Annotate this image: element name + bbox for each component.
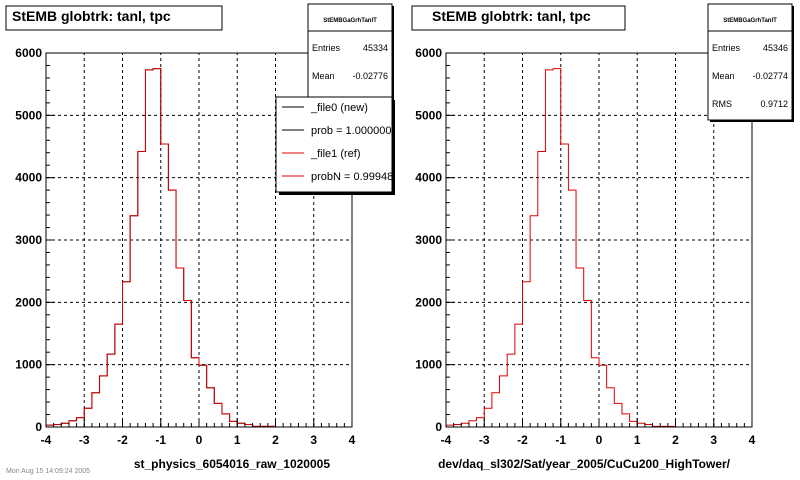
x-tick-label: 3 <box>710 433 717 447</box>
x-tick-label: 2 <box>672 433 679 447</box>
stats-label: Mean <box>312 71 335 81</box>
legend-entry: _file0 (new) <box>310 102 368 114</box>
stats-label: Mean <box>712 71 735 81</box>
y-tick-label: 2000 <box>15 295 42 309</box>
stats-box <box>707 3 793 121</box>
chart-title: StEMB globtrk: tanl, tpc <box>12 8 171 24</box>
stats-value: -0.02774 <box>752 71 788 81</box>
y-tick-label: 2000 <box>415 295 442 309</box>
stats-name: StEMBGaGrhTanlT <box>323 18 377 24</box>
x-tick-label: 0 <box>596 433 603 447</box>
x-tick-label: -1 <box>555 433 566 447</box>
x-tick-label: -3 <box>79 433 90 447</box>
y-tick-label: 5000 <box>15 108 42 122</box>
y-tick-label: 6000 <box>15 46 42 60</box>
x-axis-label: st_physics_6054016_raw_1020005 <box>134 457 330 471</box>
y-tick-label: 6000 <box>415 46 442 60</box>
stats-name: StEMBGaGrhTanlT <box>723 18 777 24</box>
y-tick-label: 1000 <box>415 358 442 372</box>
x-tick-label: 1 <box>234 433 241 447</box>
legend-entry: _file1 (ref) <box>310 148 361 160</box>
x-tick-label: -4 <box>41 433 52 447</box>
stats-label: Entries <box>312 43 341 53</box>
x-tick-label: 0 <box>196 433 203 447</box>
legend-box <box>275 96 393 193</box>
y-tick-label: 0 <box>435 420 442 434</box>
x-tick-label: 2 <box>272 433 279 447</box>
stats-box <box>307 3 393 99</box>
x-tick-label: -4 <box>441 433 452 447</box>
histogram-series-1 <box>45 68 276 427</box>
histogram-series-0 <box>445 68 676 427</box>
y-tick-label: 4000 <box>15 171 42 185</box>
y-tick-label: 4000 <box>415 171 442 185</box>
title-box <box>411 5 626 31</box>
chart-title: StEMB globtrk: tanl, tpc <box>432 8 591 24</box>
title-box <box>5 5 223 31</box>
x-tick-label: -1 <box>155 433 166 447</box>
stats-value: 45334 <box>363 43 388 53</box>
y-tick-label: 3000 <box>15 233 42 247</box>
x-tick-label: 4 <box>349 433 356 447</box>
footer-timestamp: Mon Aug 15 14:09:24 2005 <box>6 468 90 475</box>
x-tick-label: -2 <box>517 433 528 447</box>
x-tick-label: 1 <box>634 433 641 447</box>
y-tick-label: 3000 <box>415 233 442 247</box>
y-tick-label: 0 <box>35 420 42 434</box>
stats-value: 45346 <box>763 43 788 53</box>
x-tick-label: -3 <box>479 433 490 447</box>
x-tick-label: 4 <box>749 433 756 447</box>
stats-value: -0.02776 <box>352 71 388 81</box>
stats-label: RMS <box>712 99 732 109</box>
stats-value: 0.9712 <box>760 99 788 109</box>
y-tick-label: 5000 <box>415 108 442 122</box>
legend-entry: prob = 1.000000 <box>311 125 391 137</box>
legend-entry: probN = 0.99948 <box>311 171 393 183</box>
x-tick-label: -2 <box>117 433 128 447</box>
y-tick-label: 1000 <box>15 358 42 372</box>
x-tick-label: 3 <box>310 433 317 447</box>
stats-label: Entries <box>712 43 741 53</box>
x-axis-label: dev/daq_sl302/Sat/year_2005/CuCu200_High… <box>438 457 731 471</box>
